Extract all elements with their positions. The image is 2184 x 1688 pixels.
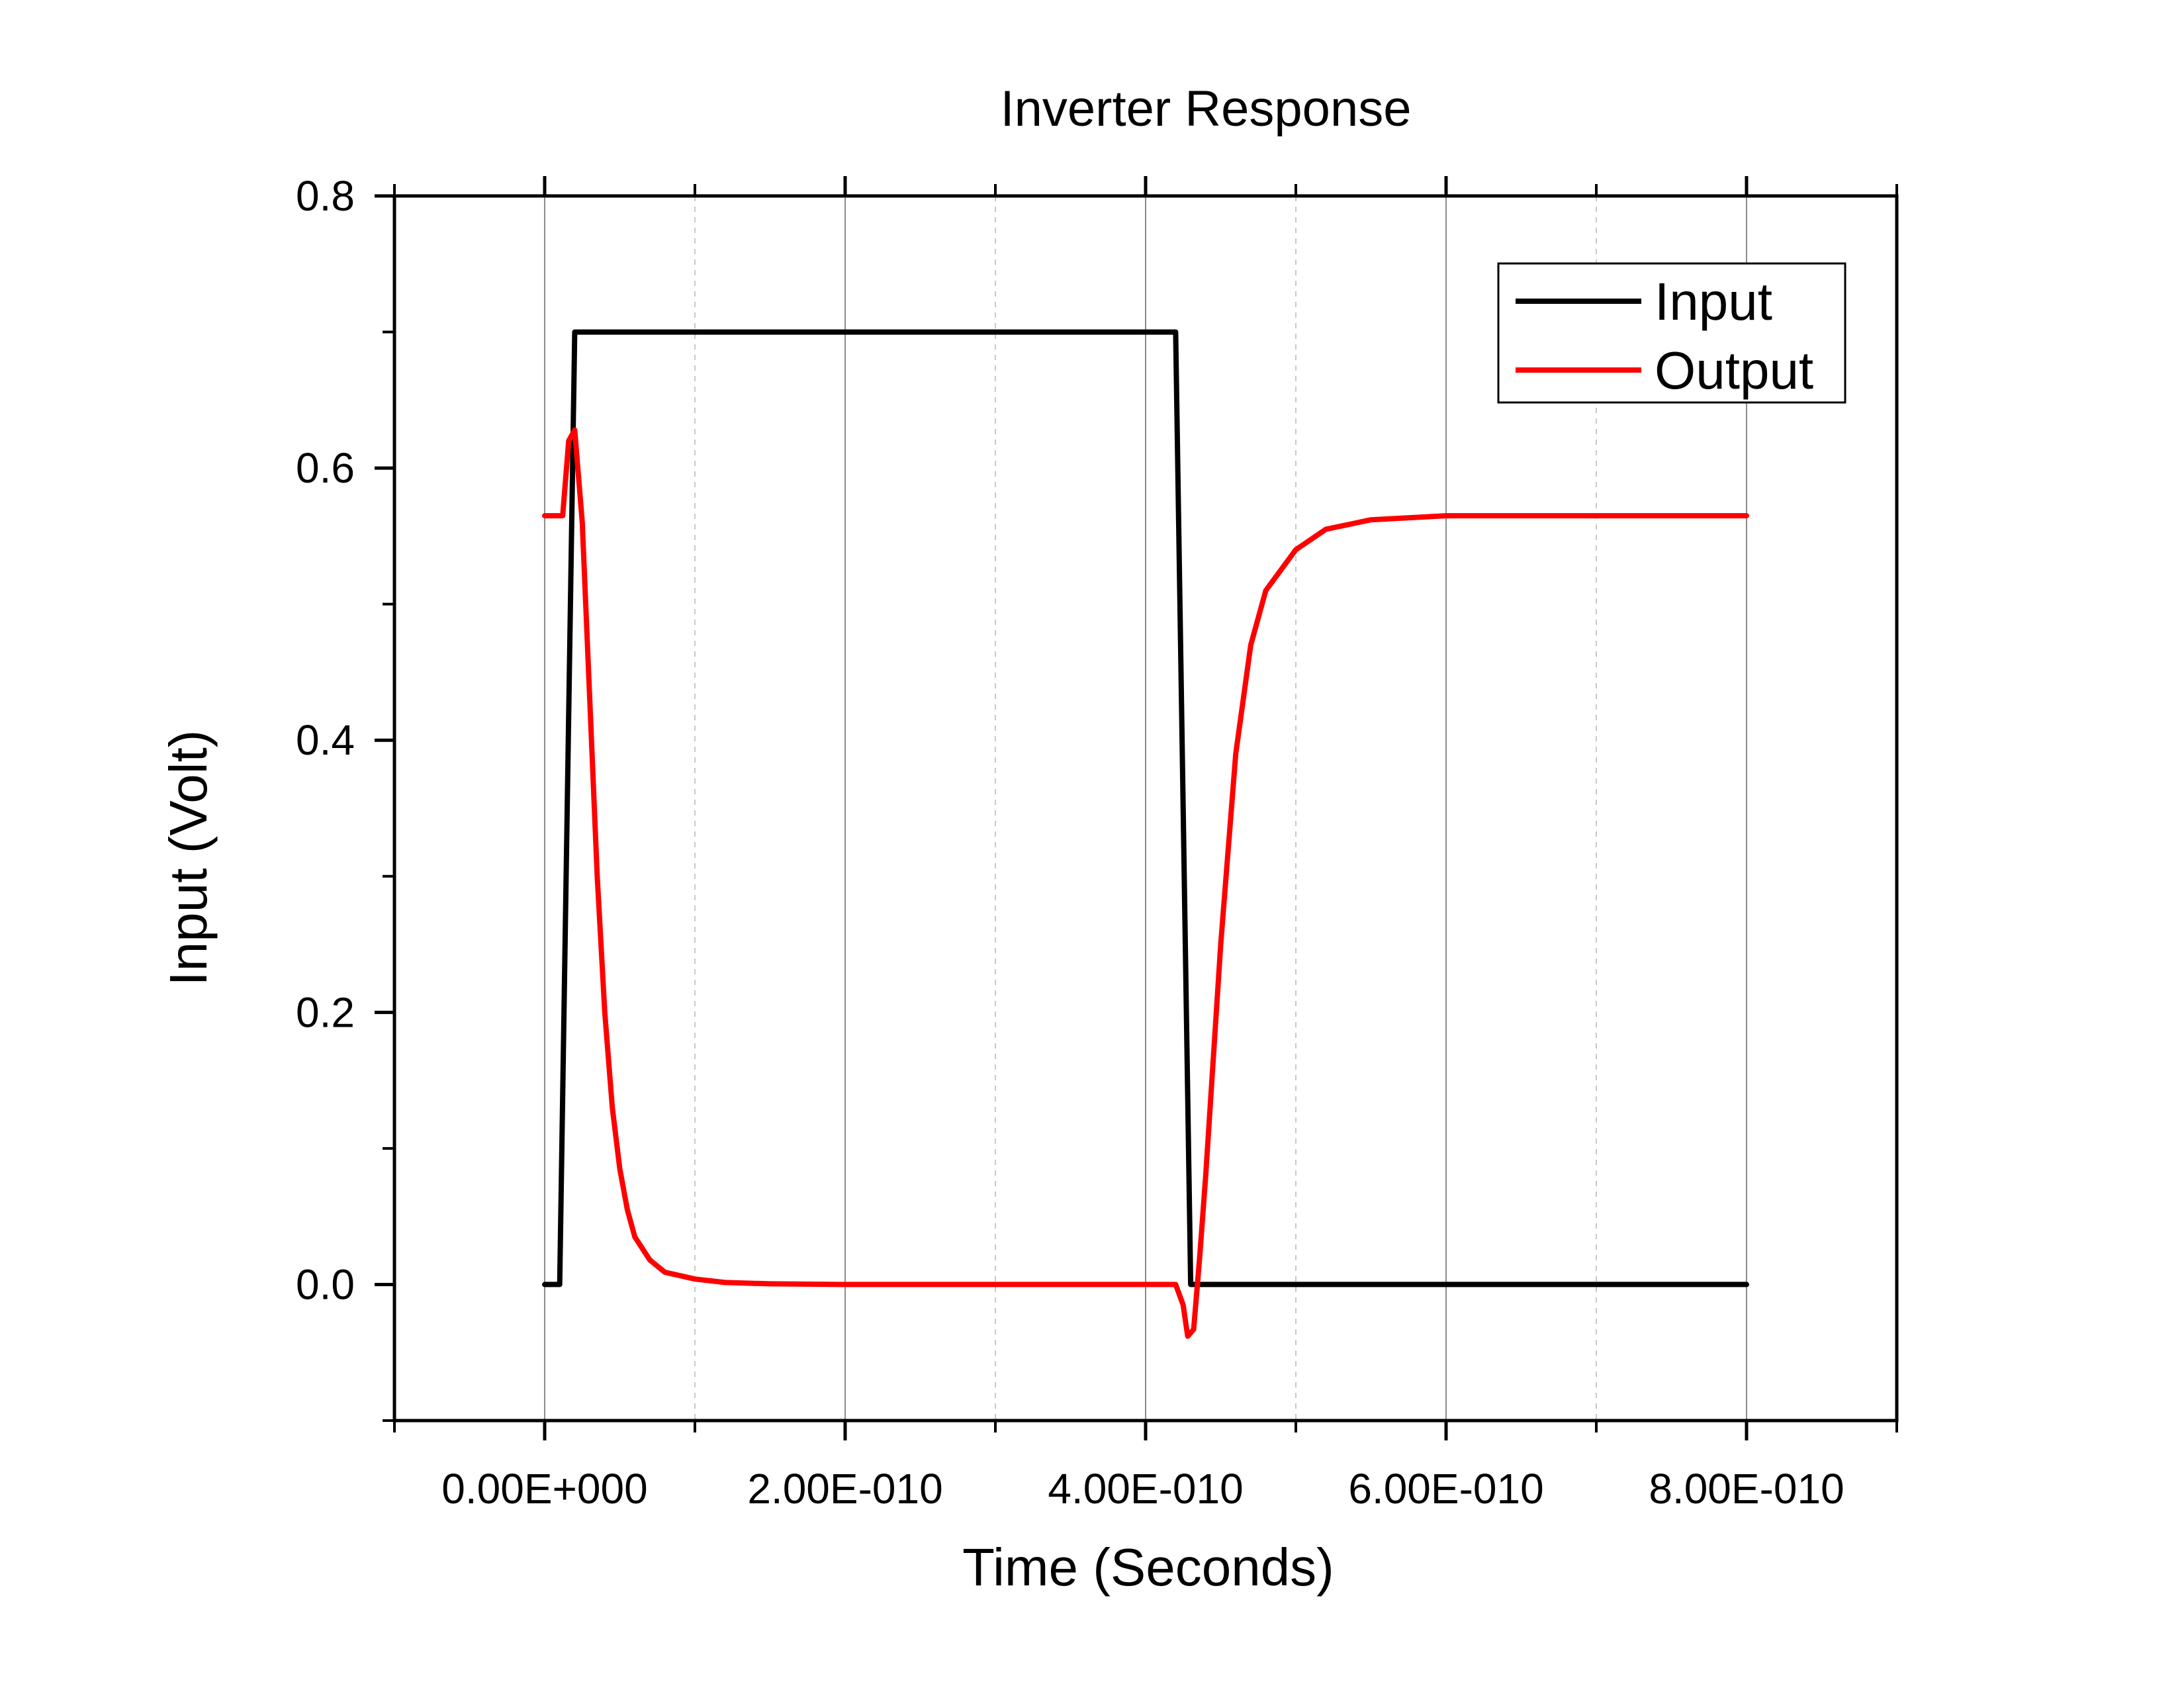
chart-title: Inverter Response [1001,81,1412,137]
x-axis-label: Time (Seconds) [962,1538,1334,1597]
axis-ticks: 0.00E+000 2.00E-010 4.00E-010 6.00E-010 8.00… [296,172,1898,1513]
legend-label: Output [1655,341,1813,400]
series-line-input [542,329,1749,1288]
x-tick-label: 4.00E-010 [1048,1465,1243,1513]
series-lines [542,329,1749,1339]
legend: Input Output [1497,262,1846,404]
series-line-output [542,427,1749,1339]
x-tick-label: 0.00E+000 [441,1465,647,1513]
y-tick-label: 0.6 [296,444,355,492]
y-tick-label: 0.0 [296,1260,355,1308]
y-tick-label: 0.4 [296,716,355,764]
x-tick-label: 8.00E-010 [1649,1465,1844,1513]
x-tick-label: 6.00E-010 [1348,1465,1543,1513]
y-tick-label: 0.2 [296,988,355,1036]
x-tick-label: 2.00E-010 [747,1465,942,1513]
legend-label: Input [1655,272,1772,331]
legend-entries: Input Output [1516,272,1813,400]
y-tick-label: 0.8 [296,172,355,220]
y-axis-label: Input (Volt) [159,730,218,986]
legend-box [1497,262,1846,404]
